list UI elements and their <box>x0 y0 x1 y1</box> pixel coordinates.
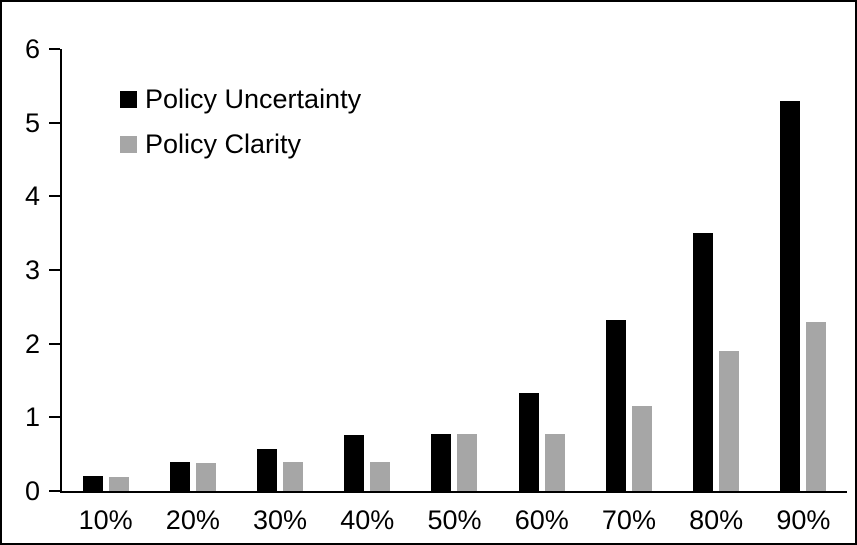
category-group: 90% <box>760 49 847 534</box>
bar <box>108 477 129 491</box>
y-tick-label: 4 <box>24 181 40 212</box>
category-group: 70% <box>585 49 672 534</box>
y-tick-label: 1 <box>24 402 40 433</box>
bar <box>169 462 190 491</box>
category-group: 60% <box>498 49 585 534</box>
bar-pair <box>673 49 760 491</box>
bar <box>544 433 565 491</box>
bar-pair <box>324 49 411 491</box>
x-tick-label: 20% <box>165 505 220 535</box>
x-tick-label: 40% <box>340 505 395 535</box>
plot-area: 10% 20% 30% 40% 50% 60% 70% 80% 90% <box>49 48 847 534</box>
category-group: 80% <box>673 49 760 534</box>
bar-pair <box>236 49 323 491</box>
bar <box>431 433 452 491</box>
x-tick-label: 10% <box>78 505 133 535</box>
y-axis-tick <box>49 195 60 198</box>
bar <box>370 462 391 491</box>
y-tick-label: 5 <box>24 107 40 138</box>
y-tick-label: 0 <box>24 476 40 506</box>
y-tick-label: 6 <box>24 34 40 64</box>
category-group: 40% <box>324 49 411 534</box>
y-axis-tick <box>49 342 60 345</box>
y-axis-tick <box>49 490 60 492</box>
category-group: 30% <box>236 49 323 534</box>
x-tick-label: 80% <box>689 505 744 535</box>
x-tick-label: 60% <box>514 505 569 535</box>
bar <box>457 434 478 491</box>
bar-pair <box>760 49 847 491</box>
bar-pair <box>498 49 585 491</box>
x-tick-label: 70% <box>601 505 656 535</box>
bar <box>518 393 539 491</box>
category-group: 20% <box>149 49 236 534</box>
y-tick-label: 2 <box>24 328 40 359</box>
legend-marker-square-icon <box>120 135 137 153</box>
bar-pair <box>411 49 498 491</box>
bar <box>605 320 626 491</box>
bar <box>780 100 801 491</box>
legend: Policy Uncertainty Policy Clarity <box>120 84 361 159</box>
bar-pair <box>62 49 149 491</box>
x-tick-label: 90% <box>776 505 831 535</box>
y-tick-label: 3 <box>24 255 40 285</box>
bar <box>631 406 652 491</box>
legend-item-policy-clarity: Policy Clarity <box>120 129 361 159</box>
bar-pair <box>149 49 236 491</box>
y-axis-labels: 0 1 2 3 4 5 6 <box>2 35 40 505</box>
bar <box>693 233 714 491</box>
bar <box>257 449 278 491</box>
x-tick-label: 30% <box>253 505 308 535</box>
y-axis-tick <box>49 269 60 271</box>
category-group: 10% <box>62 49 149 534</box>
bar-pair <box>585 49 672 491</box>
bar <box>82 476 103 491</box>
legend-label: Policy Clarity <box>145 129 302 159</box>
category-group: 50% <box>411 49 498 534</box>
bar <box>344 435 365 491</box>
legend-item-policy-uncertainty: Policy Uncertainty <box>120 84 361 114</box>
y-axis-tick <box>49 416 60 419</box>
bar <box>719 351 740 491</box>
legend-marker-square-icon <box>120 90 137 108</box>
bar <box>283 462 304 491</box>
bar <box>806 321 827 491</box>
x-tick-label: 50% <box>427 505 482 535</box>
bar <box>195 463 216 491</box>
legend-label: Policy Uncertainty <box>145 84 362 114</box>
y-axis-tick <box>49 121 60 124</box>
y-axis-tick <box>49 48 60 50</box>
